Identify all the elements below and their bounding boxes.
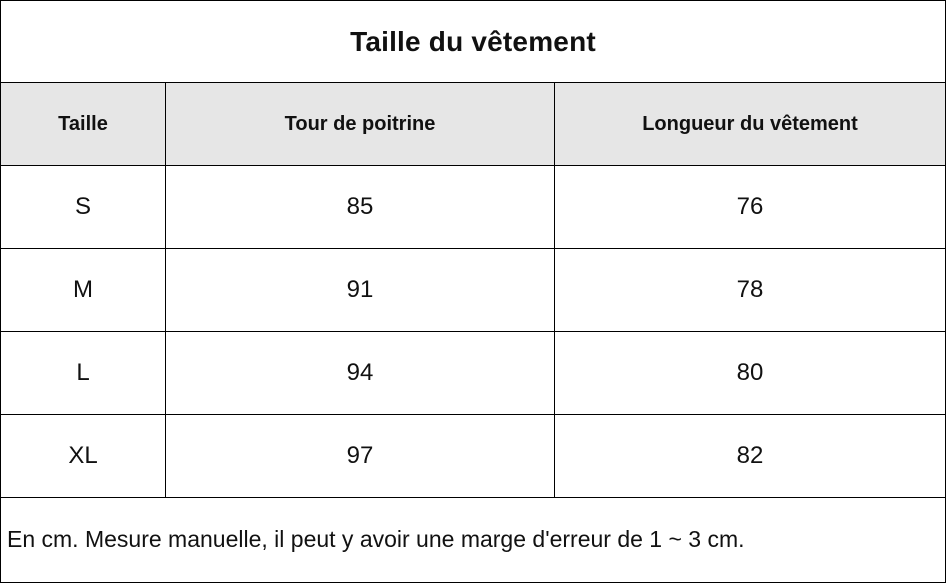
- chest-cell: 94: [165, 331, 555, 415]
- measurement-note: En cm. Mesure manuelle, il peut y avoir …: [0, 497, 946, 583]
- length-cell: 78: [553, 248, 946, 332]
- table-row: L 94 80: [0, 331, 946, 415]
- size-cell: L: [0, 331, 166, 415]
- chest-cell: 91: [165, 248, 555, 332]
- table-row: XL 97 82: [0, 414, 946, 498]
- size-cell: XL: [0, 414, 166, 498]
- chest-cell: 97: [165, 414, 555, 498]
- title-row: Taille du vêtement: [0, 0, 946, 83]
- length-cell: 82: [553, 414, 946, 498]
- chest-cell: 85: [165, 165, 555, 249]
- column-header-chest: Tour de poitrine: [165, 82, 555, 166]
- header-row: Taille Tour de poitrine Longueur du vête…: [0, 82, 946, 166]
- size-cell: S: [0, 165, 166, 249]
- column-header-length: Longueur du vêtement: [553, 82, 946, 166]
- note-row: En cm. Mesure manuelle, il peut y avoir …: [0, 497, 946, 583]
- length-cell: 76: [553, 165, 946, 249]
- length-cell: 80: [553, 331, 946, 415]
- table-row: M 91 78: [0, 248, 946, 332]
- table-title: Taille du vêtement: [0, 0, 946, 83]
- size-cell: M: [0, 248, 166, 332]
- column-header-size: Taille: [0, 82, 166, 166]
- table-row: S 85 76: [0, 165, 946, 249]
